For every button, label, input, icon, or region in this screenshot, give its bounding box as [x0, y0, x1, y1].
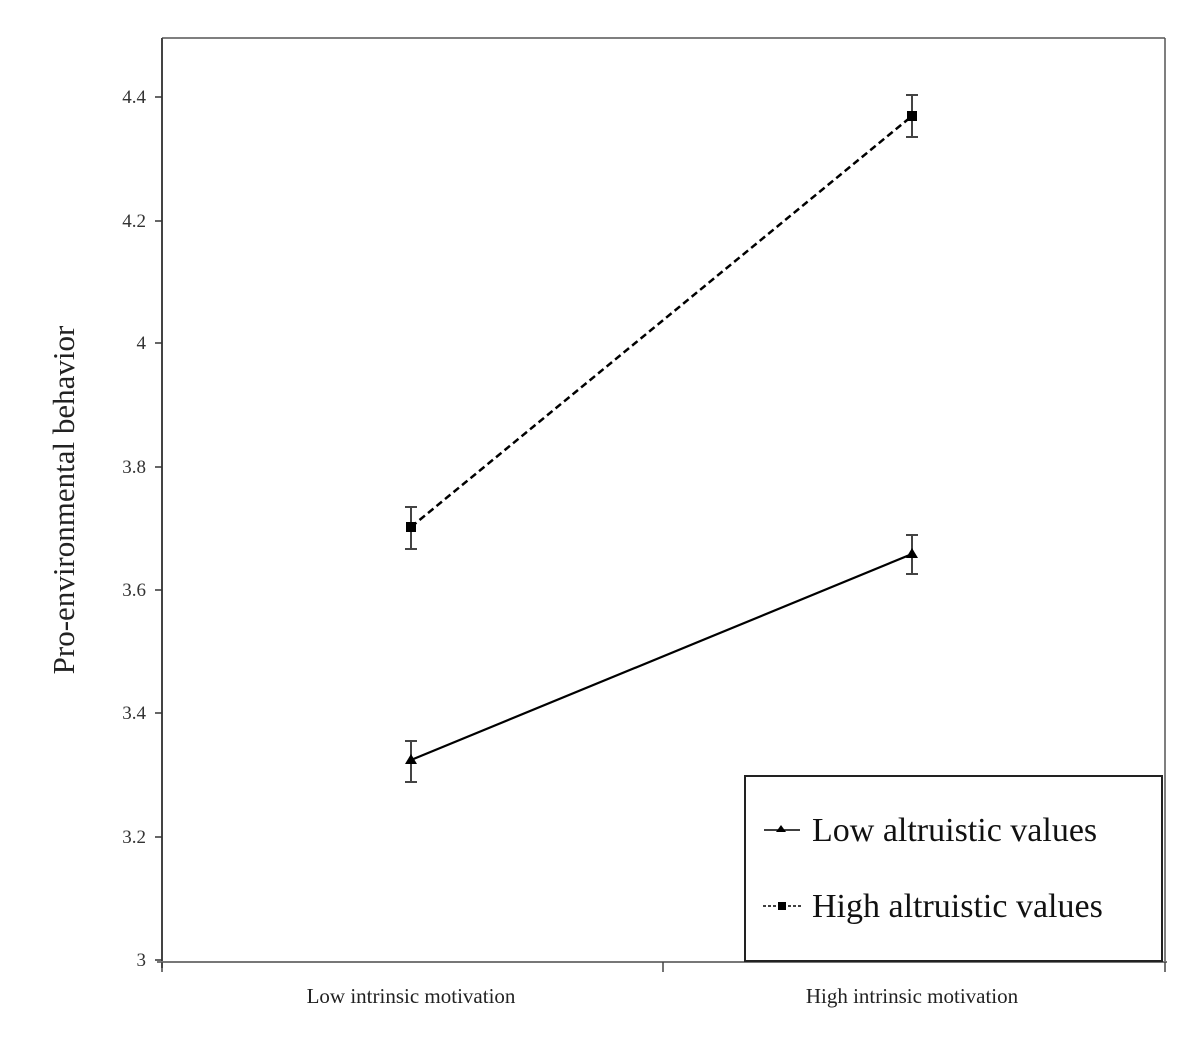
x-category-label: Low intrinsic motivation	[307, 984, 516, 1008]
legend-label: Low altruistic values	[812, 812, 1097, 849]
y-tick-label: 4.2	[122, 211, 146, 232]
triangle-icon	[776, 825, 786, 832]
series-low-altruistic-values	[405, 534, 918, 783]
y-tick-label: 4	[137, 333, 147, 354]
triangle-marker	[906, 548, 918, 558]
y-tick-label: 3.8	[122, 457, 146, 478]
legend-item-low-altruistic-values: Low altruistic values	[764, 812, 1097, 849]
y-tick-label: 3.6	[122, 580, 146, 601]
legend-label: High altruistic values	[812, 888, 1103, 925]
series-high-altruistic-values	[405, 94, 918, 550]
y-tick-label: 3	[137, 950, 147, 971]
y-axis-title: Pro-environmental behavior	[46, 325, 81, 674]
y-axis-ticks: 3 3.2 3.4 3.6 3.8 4 4.2 4.4	[122, 87, 162, 971]
y-tick-label: 3.4	[122, 703, 146, 724]
x-category-label: High intrinsic motivation	[806, 984, 1019, 1008]
triangle-marker	[405, 754, 417, 764]
legend: Low altruistic values High altruistic va…	[744, 775, 1163, 962]
legend-item-high-altruistic-values: High altruistic values	[763, 888, 1103, 925]
square-marker	[406, 522, 416, 532]
square-icon	[778, 902, 786, 910]
y-tick-label: 4.4	[122, 87, 146, 108]
square-marker	[907, 111, 917, 121]
y-tick-label: 3.2	[122, 827, 146, 848]
